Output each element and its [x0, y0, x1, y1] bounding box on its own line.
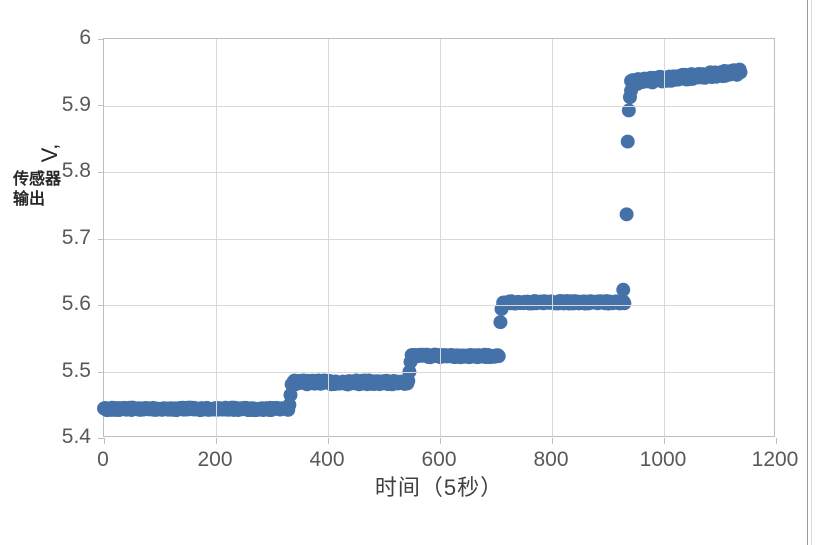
y-axis-name-label: 传感器 输出 [13, 170, 87, 210]
y-axis-title: V, 传感器 输出 [6, 140, 94, 210]
gridline-vertical [440, 39, 441, 436]
y-axis-tick-label: 6 [79, 26, 91, 49]
x-tick-mark [776, 438, 777, 444]
x-axis-tick-label: 600 [421, 448, 457, 471]
gridline-horizontal [104, 105, 774, 107]
y-axis-tick-label: 5.5 [61, 358, 91, 382]
plot-area [97, 38, 777, 444]
gridline-vertical [216, 39, 217, 436]
gridline-vertical [552, 39, 553, 436]
x-tick-mark [216, 438, 217, 444]
y-tick-mark [98, 372, 104, 373]
y-tick-mark [98, 305, 104, 306]
gridline-vertical [664, 39, 665, 436]
gridline-horizontal [104, 172, 774, 173]
y-axis-tick-label: 5.7 [61, 225, 91, 249]
y-axis-unit-label: V, [37, 143, 62, 163]
x-tick-mark [664, 438, 665, 444]
y-tick-mark [98, 239, 104, 240]
page-border-line-secondary [811, 0, 812, 545]
gridline-horizontal [104, 238, 774, 240]
x-tick-mark [328, 438, 329, 444]
x-axis-tick-label: 1000 [639, 448, 687, 471]
y-tick-mark [98, 105, 104, 106]
x-tick-mark [104, 438, 105, 444]
y-axis-name-line1: 传感器 [13, 171, 62, 188]
y-axis-name-line2: 输出 [13, 191, 46, 208]
y-tick-mark [98, 438, 104, 439]
y-axis-tick-label: 5.6 [61, 292, 91, 315]
x-axis-tick-label: 0 [97, 448, 109, 471]
gridline-horizontal [104, 305, 774, 306]
y-axis-tick-label: 5.8 [61, 159, 91, 182]
gridline-vertical [328, 39, 329, 436]
y-tick-mark [98, 39, 104, 40]
x-axis-tick-label: 1200 [751, 448, 799, 471]
x-axis-tick-label: 400 [309, 448, 345, 471]
gridline-horizontal [104, 371, 774, 373]
scatter-series [97, 62, 748, 418]
x-tick-mark [552, 438, 553, 444]
y-axis-tick-label: 5.9 [61, 92, 91, 116]
y-axis-tick-label: 5.4 [61, 425, 91, 448]
x-axis-title: 时间（5秒） [374, 475, 504, 500]
x-tick-mark [440, 438, 441, 444]
x-axis-tick-label: 800 [533, 448, 569, 471]
x-axis-tick-label: 200 [197, 448, 233, 471]
y-tick-mark [98, 172, 104, 173]
page-border-line [807, 0, 808, 545]
